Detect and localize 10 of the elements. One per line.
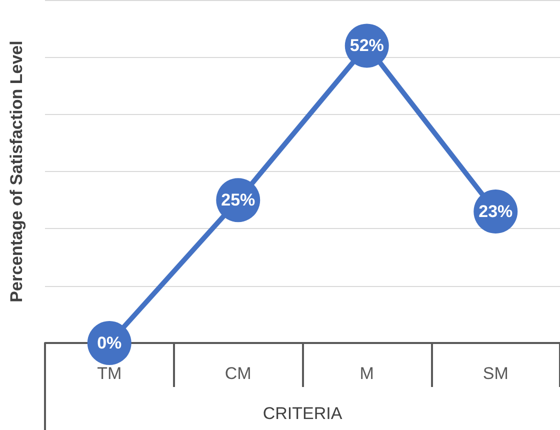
data-label: 25% [221,190,256,210]
x-tick-label: CM [224,364,252,383]
y-axis-title: Percentage of Satisfaction Level [7,40,26,302]
x-tick-label: TM [97,364,122,383]
data-label: 52% [350,36,384,56]
data-label: 0% [97,334,122,352]
x-tick-label: M [360,364,374,383]
data-label: 23% [478,202,513,222]
x-tick-label: SM [482,364,508,383]
x-axis-title: CRITERIA [262,404,343,423]
